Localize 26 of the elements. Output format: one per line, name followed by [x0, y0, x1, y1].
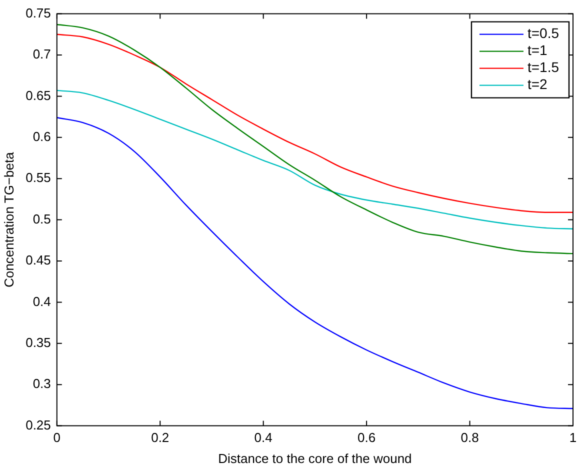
legend-label: t=1.5: [527, 59, 560, 76]
x-axis-title: Distance to the core of the wound: [218, 450, 412, 466]
x-tick-label: 0.8: [460, 430, 479, 446]
legend-label: t=2: [527, 76, 548, 92]
x-tick-label: 0.6: [358, 430, 376, 446]
line-series: [56, 24, 573, 254]
x-tick-label: 1: [569, 430, 577, 446]
y-tick-label: 0.55: [26, 170, 51, 186]
y-tick-label: 0.35: [26, 334, 51, 350]
x-tick-label: 0.4: [254, 430, 272, 446]
y-tick-label: 0.6: [32, 128, 51, 144]
y-tick-label: 0.7: [32, 46, 51, 62]
y-axis-title: Concentration TG−beta: [1, 151, 16, 288]
legend-label: t=1: [527, 42, 548, 58]
y-tick-label: 0.45: [26, 252, 51, 268]
line-series: [56, 90, 573, 230]
x-tick-label: 0: [53, 430, 61, 446]
legend-label: t=0.5: [527, 25, 560, 42]
y-tick-label: 0.75: [26, 5, 51, 20]
y-tick-label: 0.3: [32, 376, 51, 392]
y-tick-label: 0.25: [26, 417, 51, 432]
x-tick-label: 0.2: [151, 430, 170, 446]
y-tick-label: 0.65: [26, 88, 51, 103]
line-series: [56, 117, 573, 410]
y-tick-label: 0.5: [32, 211, 51, 226]
y-tick-label: 0.4: [32, 294, 51, 309]
